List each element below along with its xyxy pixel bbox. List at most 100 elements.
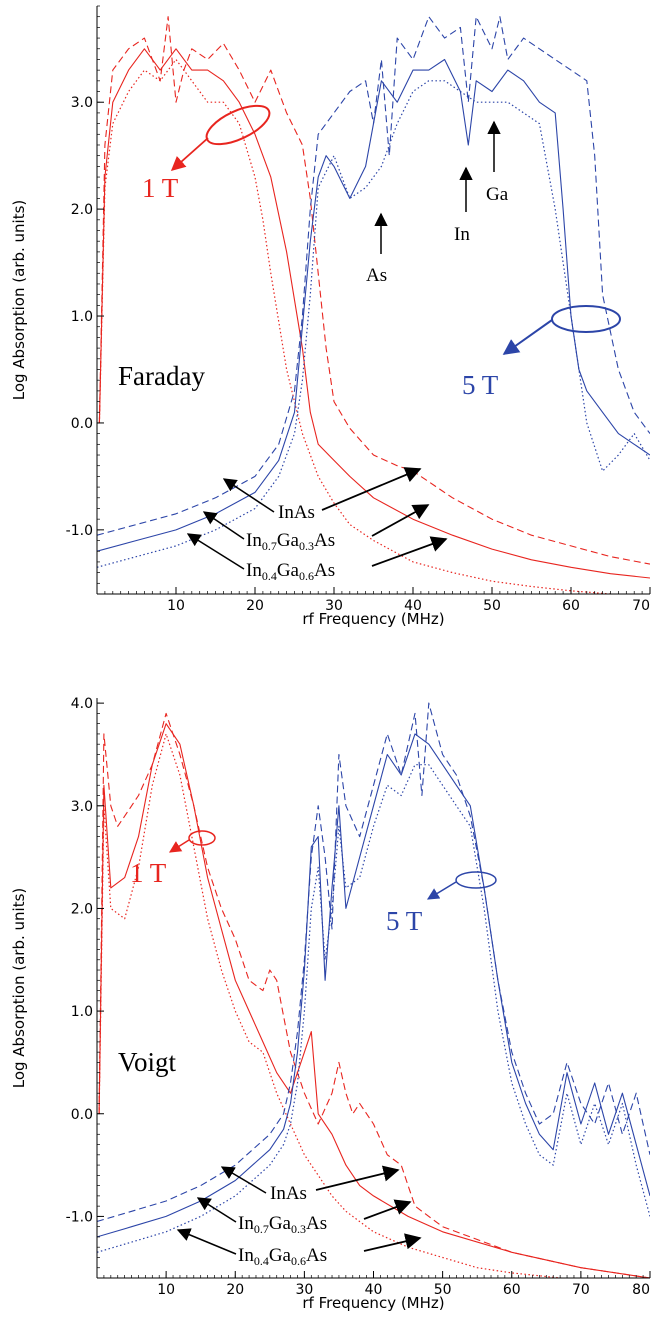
material-label-in04ga06as: In0.4Ga0.6As — [246, 560, 335, 583]
series-1t-in04ga06as — [98, 58, 622, 594]
series-1t-inas — [98, 16, 650, 565]
material-label-in07ga03as: In0.7Ga0.3As — [246, 530, 335, 553]
ellipse-1t — [188, 830, 216, 846]
ellipse-1t — [205, 104, 271, 146]
panel-label-voigt: Voigt — [118, 1047, 177, 1077]
arrow-in04-left — [176, 1228, 237, 1255]
x-axis-title: rf Frequency (MHz) — [302, 610, 444, 628]
chart-voigt: 10 20 30 40 50 60 70 80 -1.0 0.0 1.0 2.0 3.0 4.0 rf Fr… — [10, 696, 651, 1312]
series-5t-in04ga06as — [97, 80, 650, 568]
y-tick-label: 3.0 — [71, 95, 93, 111]
label-sub: 0.7 — [254, 1222, 269, 1236]
label-ga: Ga — [269, 1213, 292, 1234]
x-tick-label: 20 — [226, 1282, 244, 1298]
axes: 10 20 30 40 50 60 70 80 -1.0 0.0 1.0 2.0 3.0 4.0 rf Fr… — [10, 696, 651, 1312]
y-tick-label: 0.0 — [71, 1107, 93, 1123]
label-sub: 0.3 — [291, 1222, 306, 1236]
series-lines — [97, 702, 650, 1278]
arrow-in07-right — [363, 1199, 412, 1220]
label-sub: 0.4 — [254, 1254, 269, 1268]
label-as: As — [306, 1213, 327, 1234]
x-tick-label: 50 — [434, 1282, 452, 1298]
label-in: In — [246, 530, 262, 551]
x-tick-label: 40 — [404, 598, 422, 614]
y-tick-label: -1.0 — [66, 1209, 93, 1225]
arrow-inas-left — [222, 478, 275, 513]
field-label-5t: 5 T — [462, 370, 499, 400]
arrow-in07-left — [202, 511, 245, 540]
label-in: In — [246, 560, 262, 581]
series-5t-inas — [97, 16, 650, 536]
label-as: As — [314, 530, 335, 551]
panel-label-faraday: Faraday — [118, 361, 205, 391]
x-tick-label: 60 — [503, 1282, 521, 1298]
x-tick-label: 50 — [483, 598, 501, 614]
y-tick-label: 2.0 — [71, 202, 93, 218]
x-tick-label: 30 — [295, 1282, 313, 1298]
series-1t-inas — [98, 712, 650, 1278]
ellipse-5t — [455, 871, 497, 889]
arrow-inas-right — [321, 467, 422, 511]
arrow-1t — [168, 839, 190, 853]
series-group — [97, 16, 650, 594]
x-tick-label: 80 — [632, 1282, 650, 1298]
series-lines — [97, 16, 650, 594]
field-label-1t: 1 T — [130, 858, 167, 888]
y-tick-label: 3.0 — [71, 799, 93, 815]
x-tick-label: 10 — [167, 598, 185, 614]
chart-faraday: 10 20 30 40 50 60 70 -1.0 0.0 1.0 2.0 3.0 rf Frequen… — [10, 5, 651, 628]
x-tick-label: 40 — [365, 1282, 383, 1298]
x-axis-title: rf Frequency (MHz) — [302, 1294, 444, 1312]
y-tick-label: -1.0 — [66, 523, 93, 539]
y-tick-label: 4.0 — [71, 696, 93, 712]
y-tick-label: 2.0 — [71, 901, 93, 917]
series-1t-in07ga03as — [98, 48, 650, 579]
x-tick-label: 10 — [157, 1282, 175, 1298]
material-label-inas: InAs — [270, 1183, 307, 1204]
y-axis-title: Log Absorption (arb. units) — [10, 888, 28, 1089]
field-label-5t: 5 T — [386, 906, 423, 936]
series-1t-in07ga03as — [98, 723, 650, 1278]
label-as: As — [306, 1245, 327, 1266]
label-ga: Ga — [269, 1245, 292, 1266]
series-1t-in04ga06as — [98, 733, 567, 1278]
arrow-in04-right — [363, 1233, 422, 1252]
series-5t-in04ga06as — [97, 764, 650, 1253]
field-label-1t: 1 T — [142, 173, 179, 203]
label-in: In — [238, 1245, 254, 1266]
y-axis-title: Log Absorption (arb. units) — [10, 200, 28, 401]
material-label-in04ga06as: In0.4Ga0.6As — [238, 1245, 327, 1268]
series-5t-in07ga03as — [97, 58, 650, 552]
x-tick-label: 60 — [562, 598, 580, 614]
arrow-5t — [426, 881, 457, 900]
arrow-inas-left — [220, 1166, 267, 1194]
x-tick-label: 30 — [325, 598, 343, 614]
label-sub: 0.6 — [299, 569, 314, 583]
arrow-inas-right — [315, 1165, 400, 1191]
x-tick-label: 70 — [572, 1282, 590, 1298]
label-sub: 0.7 — [262, 539, 277, 553]
peak-label-ga: Ga — [486, 184, 509, 205]
arrow-in04-right — [371, 536, 448, 567]
y-tick-label: 1.0 — [71, 1004, 93, 1020]
series-5t-in07ga03as — [97, 733, 650, 1238]
arrow-in07-right — [371, 504, 430, 537]
label-as: As — [314, 560, 335, 581]
label-sub: 0.6 — [291, 1254, 306, 1268]
annotations: Voigt 1 T 5 T InAs In0.7Ga0.3As In0.4Ga0… — [118, 830, 497, 1268]
label-ga: Ga — [277, 560, 300, 581]
series-group — [97, 702, 650, 1278]
arrow-5t — [502, 319, 553, 355]
label-in: In — [238, 1213, 254, 1234]
peak-label-as: As — [366, 265, 387, 286]
x-tick-label: 70 — [632, 598, 650, 614]
material-label-inas: InAs — [278, 502, 315, 523]
label-sub: 0.3 — [299, 539, 314, 553]
arrow-in04-left — [186, 533, 245, 570]
y-tick-label: 1.0 — [71, 309, 93, 325]
series-5t-inas — [97, 702, 650, 1223]
y-tick-label: 0.0 — [71, 416, 93, 432]
material-label-in07ga03as: In0.7Ga0.3As — [238, 1213, 327, 1236]
label-ga: Ga — [277, 530, 300, 551]
